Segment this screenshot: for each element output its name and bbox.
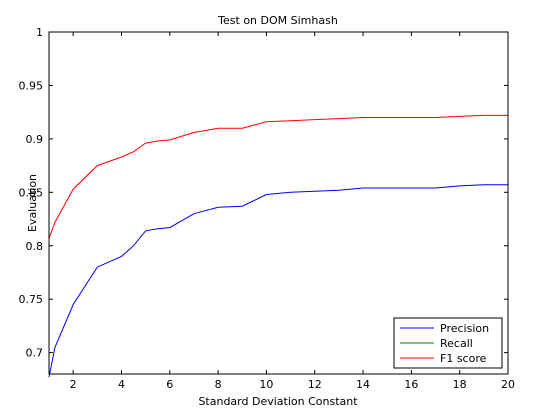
x-tick-label: 4 (118, 378, 125, 391)
y-tick-label: 1 (36, 26, 43, 39)
x-tick-label: 18 (453, 378, 467, 391)
x-tick-label: 14 (356, 378, 370, 391)
y-tick-label: 0.95 (19, 79, 44, 92)
x-tick-label: 8 (215, 378, 222, 391)
legend: Precision Recall F1 score (394, 318, 502, 368)
x-tick-label: 12 (308, 378, 322, 391)
x-tick-label: 10 (259, 378, 273, 391)
y-tick-label: 0.8 (26, 240, 44, 253)
y-tick-label: 0.9 (26, 133, 44, 146)
x-tick-label: 20 (501, 378, 515, 391)
x-tick-label: 2 (70, 378, 77, 391)
y-axis-label: Evaluation (26, 174, 39, 232)
x-axis-label: Standard Deviation Constant (198, 395, 358, 408)
legend-label-f1-score: F1 score (440, 352, 487, 365)
legend-label-precision: Precision (440, 322, 489, 335)
x-tick-label: 6 (166, 378, 173, 391)
chart-title: Test on DOM Simhash (217, 14, 338, 27)
x-tick-label: 16 (404, 378, 418, 391)
legend-label-recall: Recall (440, 337, 473, 350)
y-tick-label: 0.75 (19, 293, 44, 306)
y-tick-label: 0.7 (26, 347, 44, 360)
